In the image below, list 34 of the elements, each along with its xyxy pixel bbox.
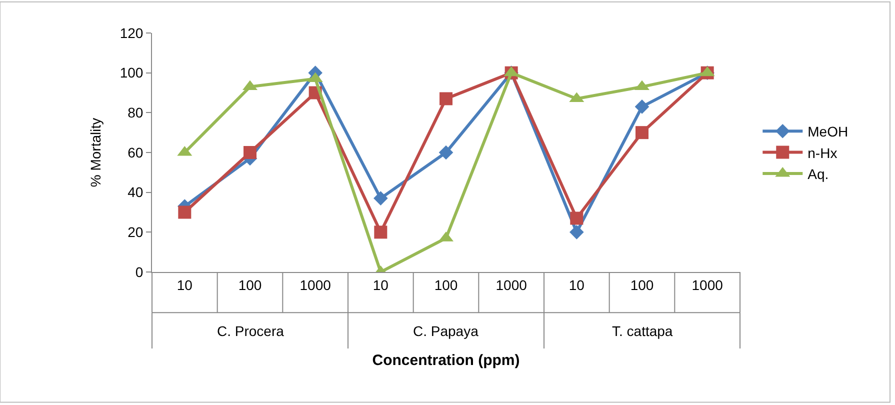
legend-label: MeOH [808,124,848,140]
x-tick-label: 100 [630,276,654,293]
y-tick-label: 100 [120,64,144,81]
x-tick-label: 100 [238,276,262,293]
x-tick-label: 10 [568,276,585,293]
text: C. Procera [217,323,284,339]
text: C. Papaya [413,323,479,339]
x-tick-label: 1000 [496,276,528,293]
y-tick-label: 120 [120,24,144,41]
legend-label: n-Hx [808,144,838,161]
point [244,146,256,159]
x-tick-label: 1000 [692,276,724,293]
y-tick-label: 80 [128,104,144,121]
point [440,92,452,106]
x-tick-label: 10 [176,276,193,293]
point [636,126,648,140]
y-tick-label: 0 [135,264,144,280]
point [178,206,192,219]
text: T. cattapa [612,323,673,339]
x-tick-label: 100 [434,276,458,293]
point [374,226,388,239]
point [570,212,584,225]
y-tick-label: 20 [128,224,144,240]
y-tick-label: 40 [128,184,144,200]
x-tick-label: 10 [372,276,389,293]
point [438,145,454,160]
y-axis-title: % Mortality [87,118,104,188]
x-tick-label: 1000 [300,276,332,293]
point [570,225,584,240]
point [634,100,650,114]
legend-label: Aq. [808,166,829,182]
y-tick-label: 60 [128,144,144,160]
x-axis-title: Concentration (ppm) [372,352,520,369]
point [374,191,388,206]
